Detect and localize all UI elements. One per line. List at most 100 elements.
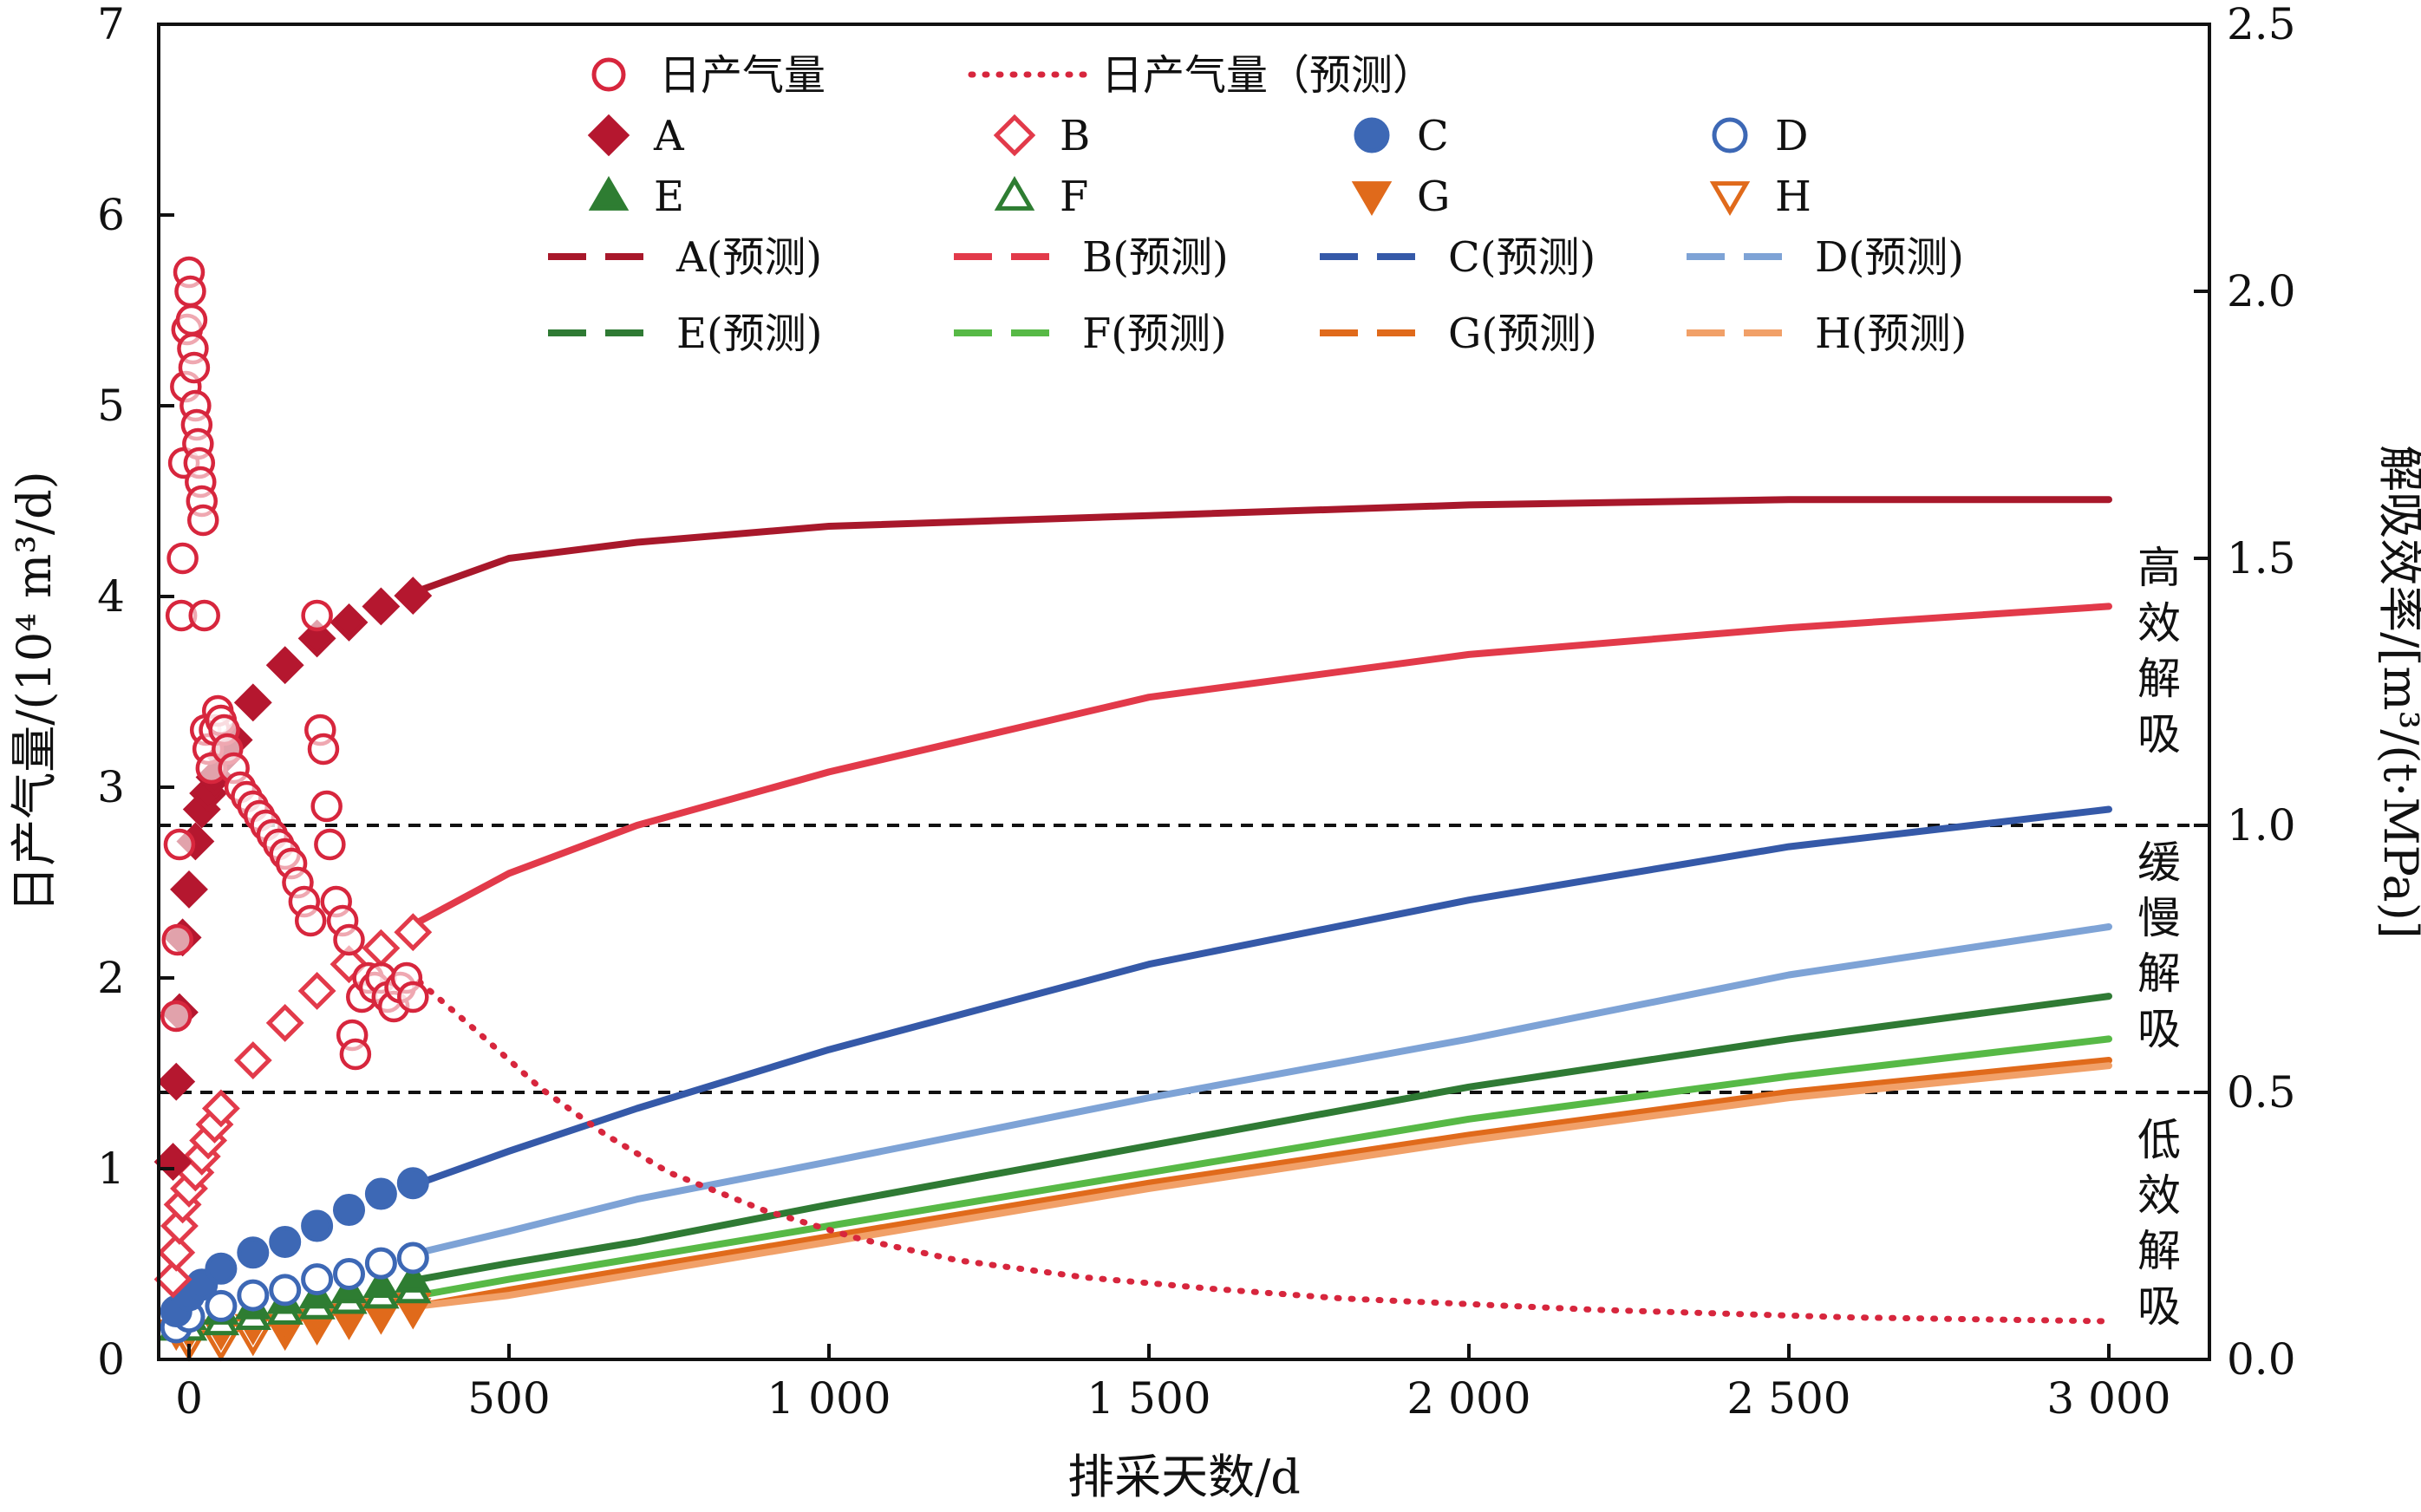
zone-label-1-char-1: 慢 xyxy=(2137,893,2181,943)
legend-label-gas-forecast: 日产气量（预测） xyxy=(1101,51,1434,100)
point-c-4 xyxy=(237,1236,270,1269)
chart-labels: 排采天数/d 日产气量/(10⁴ m³/d) 解吸效率/[m³/(t·MPa)] 高效… xyxy=(7,445,2421,1504)
point-a-0 xyxy=(153,1143,193,1182)
forecast-line-f xyxy=(415,1035,2112,1300)
y-right-tick-label-4: 2.0 xyxy=(2227,266,2296,316)
point-d-3 xyxy=(237,1279,270,1312)
y-right-tick-label-3: 1.5 xyxy=(2227,533,2296,583)
gas-point-46 xyxy=(314,828,346,861)
legend-marker-e xyxy=(588,176,630,211)
legend-marker-gas xyxy=(591,57,626,92)
legend-marker-f xyxy=(994,176,1035,211)
point-a-1 xyxy=(157,1062,196,1101)
gas-point-51 xyxy=(339,1038,372,1071)
gas-point-0 xyxy=(160,1000,193,1033)
chart-axes: 0 500 1 000 1 500 2 000 2 500 3 000 0 1 2 3 4 5 6 7 0.0… xyxy=(97,0,2295,1424)
zone-label-1-char-3: 吸 xyxy=(2137,1004,2181,1054)
point-a-16 xyxy=(394,577,433,616)
gas-point-1 xyxy=(161,923,193,956)
legend-marker-c xyxy=(1354,117,1390,153)
plot-frame xyxy=(157,23,2211,1361)
y-left-tick-label-0: 0 xyxy=(97,1334,125,1385)
legend-marker-d xyxy=(1712,117,1748,153)
legend-label-e: E xyxy=(654,173,684,221)
y-right-tick-label-2: 1.0 xyxy=(2227,800,2296,850)
gas-point-44 xyxy=(307,733,340,766)
zone-label-0-char-3: 吸 xyxy=(2137,709,2181,759)
chart-series xyxy=(153,256,2112,1362)
zone-label-0-char-1: 效 xyxy=(2137,598,2181,648)
y-left-tick-label-7: 7 xyxy=(97,0,125,49)
zone-label-2-char-2: 解 xyxy=(2137,1226,2181,1276)
legend-label-c-forecast: C(预测) xyxy=(1448,233,1596,282)
point-d-7 xyxy=(364,1247,397,1280)
point-b-12 xyxy=(297,972,336,1010)
legend-label-c: C xyxy=(1417,112,1449,160)
legend-label-d: D xyxy=(1775,112,1808,160)
zone-label-1-char-2: 解 xyxy=(2137,948,2181,999)
point-c-7 xyxy=(333,1194,365,1227)
forecast-line-d xyxy=(415,923,2112,1256)
gas-point-9 xyxy=(174,275,206,308)
forecast-line-a xyxy=(415,496,2112,594)
x-tick-label-6: 3 000 xyxy=(2046,1373,2170,1424)
point-b-10 xyxy=(233,1041,272,1079)
gas-point-10 xyxy=(175,303,208,336)
y-right-tick-label-0: 0.0 xyxy=(2227,1334,2296,1385)
y-right-axis-label: 解吸效率/[m³/(t·MPa)] xyxy=(2373,445,2421,939)
gas-point-60 xyxy=(397,981,429,1013)
x-axis-label: 排采天数/d xyxy=(1067,1450,1301,1504)
zone-label-0-char-2: 解 xyxy=(2137,654,2181,704)
legend-label-b-forecast: B(预测) xyxy=(1082,233,1229,282)
y-right-tick-label-1: 0.5 xyxy=(2227,1067,2296,1118)
y-left-tick-label-1: 1 xyxy=(97,1144,125,1194)
y-left-tick-label-4: 4 xyxy=(97,571,125,622)
x-tick-label-2: 1 000 xyxy=(767,1373,891,1424)
legend-label-a-forecast: A(预测) xyxy=(675,233,822,282)
point-b-11 xyxy=(265,1003,304,1042)
point-d-8 xyxy=(396,1242,429,1274)
gas-point-45 xyxy=(310,790,343,823)
point-b-9 xyxy=(201,1089,240,1128)
zone-label-0-char-0: 高 xyxy=(2137,543,2181,593)
x-tick-label-4: 2 000 xyxy=(1406,1373,1530,1424)
legend-label-h-forecast: H(预测) xyxy=(1815,310,1967,358)
legend-marker-b xyxy=(993,114,1036,157)
legend-label-e-forecast: E(预测) xyxy=(676,310,823,358)
point-b-0 xyxy=(153,1260,193,1299)
zone-label-2-char-3: 吸 xyxy=(2137,1281,2181,1332)
gas-point-4 xyxy=(166,542,199,575)
legend-label-h: H xyxy=(1775,173,1811,221)
point-a-13 xyxy=(297,619,336,658)
point-b-15 xyxy=(394,913,433,952)
point-b-1 xyxy=(157,1233,196,1272)
legend-label-g-forecast: G(预测) xyxy=(1448,310,1597,358)
chart-legend: 日产气量 日产气量（预测） A B C D E F G H A(预测) B(预测) C(预测) D(预测)… xyxy=(548,51,1967,358)
x-tick-label-3: 1 500 xyxy=(1087,1373,1210,1424)
point-a-14 xyxy=(330,603,369,642)
forecast-line-g xyxy=(415,1057,2112,1310)
legend-marker-a xyxy=(587,114,630,157)
x-tick-label-0: 0 xyxy=(175,1373,203,1424)
legend-marker-g xyxy=(1351,181,1393,216)
point-d-6 xyxy=(333,1257,365,1290)
zone-label-2-char-1: 效 xyxy=(2137,1170,2181,1221)
point-a-15 xyxy=(362,587,401,626)
forecast-line-c xyxy=(415,805,2112,1187)
gas-point-12 xyxy=(178,351,211,384)
zone-label-1-char-0: 缓 xyxy=(2137,837,2181,888)
point-e-7 xyxy=(362,1266,400,1299)
y-left-tick-label-2: 2 xyxy=(97,953,125,1003)
point-a-12 xyxy=(265,646,304,685)
legend-label-f: F xyxy=(1060,173,1088,221)
y-left-tick-label-5: 5 xyxy=(97,381,125,431)
point-d-4 xyxy=(269,1274,302,1307)
point-c-5 xyxy=(269,1225,302,1258)
forecast-line-e xyxy=(415,993,2112,1283)
y-left-tick-label-3: 3 xyxy=(97,762,125,812)
legend-label-d-forecast: D(预测) xyxy=(1815,233,1964,282)
point-c-6 xyxy=(301,1209,334,1242)
legend-label-b: B xyxy=(1060,112,1090,160)
point-a-4 xyxy=(170,870,208,909)
x-tick-label-5: 2 500 xyxy=(1726,1373,1850,1424)
